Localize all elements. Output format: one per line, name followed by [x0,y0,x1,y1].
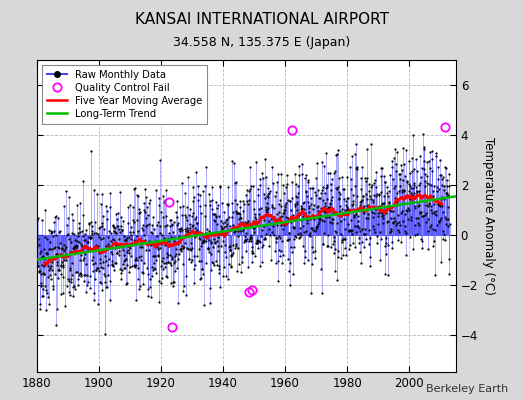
Text: KANSAI INTERNATIONAL AIRPORT: KANSAI INTERNATIONAL AIRPORT [135,12,389,27]
Y-axis label: Temperature Anomaly (°C): Temperature Anomaly (°C) [482,137,495,295]
Text: Berkeley Earth: Berkeley Earth [426,384,508,394]
Text: 34.558 N, 135.375 E (Japan): 34.558 N, 135.375 E (Japan) [173,36,351,49]
Legend: Raw Monthly Data, Quality Control Fail, Five Year Moving Average, Long-Term Tren: Raw Monthly Data, Quality Control Fail, … [42,65,207,124]
